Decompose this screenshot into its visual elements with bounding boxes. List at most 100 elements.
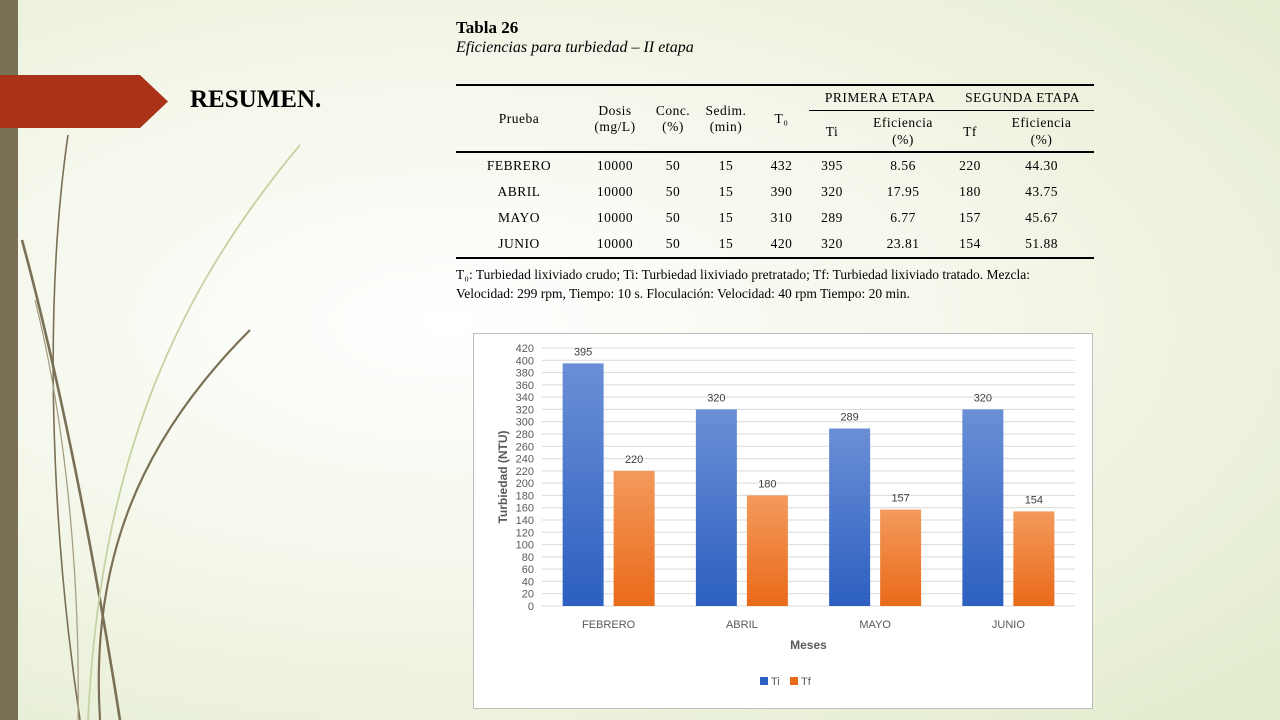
header-eficiencia-1: Eficiencia (%) [855,110,951,153]
y-tick-label: 380 [516,368,534,380]
table-title: Tabla 26 [456,18,519,37]
header-primera-etapa: PRIMERA ETAPA [809,84,951,111]
y-tick-label: 260 [516,441,534,453]
data-label: 220 [625,454,643,466]
table-cell: JUNIO [456,231,582,259]
bar-tf [1013,511,1055,606]
y-tick-label: 320 [516,404,534,416]
header-sedim: Sedim. (min) [698,84,754,153]
table-cell: 50 [648,231,698,259]
y-tick-label: 40 [522,576,534,588]
data-label: 320 [974,392,992,404]
header-eficiencia-2-line1: Eficiencia [1011,115,1072,130]
table-cell: 50 [665,210,681,225]
y-tick-label: 400 [516,355,534,367]
table-cell: 45.67 [1025,210,1058,225]
legend-swatch-ti [760,677,768,685]
table-cell: 10000 [582,231,648,259]
header-tf: Tf [951,110,989,153]
x-tick-label: JUNIO [992,619,1025,631]
slide-heading: RESUMEN. [190,86,322,113]
header-eficiencia-2: Eficiencia (%) [989,110,1094,153]
x-axis-title: Meses [790,638,827,652]
header-dosis-line1: Dosis [598,102,632,118]
y-tick-label: 200 [516,478,534,490]
decorative-lines [20,134,301,720]
header-eficiencia-2-line2: (%) [1030,132,1053,147]
title-arrow-banner [0,75,168,128]
bar-tf [880,509,922,606]
bar-tf [613,470,655,606]
data-label: 157 [891,493,909,505]
table-cell: 154 [951,231,989,259]
x-tick-label: ABRIL [726,619,758,631]
table-cell: 390 [770,184,793,199]
header-conc: Conc. (%) [648,84,698,153]
y-tick-label: 20 [522,589,534,601]
data-label: 320 [707,392,725,404]
table-cell: 10000 [596,210,634,225]
y-tick-label: 80 [522,552,534,564]
table-cell: 180 [959,184,981,199]
table-cell: 43.75 [1025,184,1058,199]
y-tick-label: 220 [516,466,534,478]
table-cell: 8.56 [890,158,916,173]
table-subtitle: Eficiencias para turbiedad – II etapa [456,39,694,56]
y-tick-label: 420 [516,343,534,355]
table-cell: 395 [821,158,843,173]
bar-ti [695,409,737,606]
data-label: 180 [758,478,776,490]
table-cell: 310 [770,210,793,225]
table-cell: FEBRERO [486,158,552,173]
y-tick-label: 340 [516,392,534,404]
table-cell: 320 [821,184,843,199]
table-cell: 10000 [596,184,634,199]
table-row: ABRIL 10000 50 15 390 320 17.95 180 43.75 [456,179,1094,205]
y-tick-label: 240 [516,454,534,466]
bar-ti [962,409,1004,606]
table-cell: 50 [665,158,681,173]
table-cell: 51.88 [989,231,1094,259]
header-ti: Ti [809,110,855,153]
y-tick-label: 180 [516,490,534,502]
header-conc-line2: (%) [662,118,684,134]
table-cell: 15 [718,158,734,173]
table-note-line: Velocidad: 299 rpm, Tiempo: 10 s. Flocul… [456,286,910,301]
header-eficiencia-1-line1: Eficiencia [873,115,933,130]
table-body: FEBRERO 10000 50 15 432 395 8.56 220 44.30 ABRIL 1… [456,152,1094,259]
header-t0: T₀ [754,84,809,153]
header-eficiencia-1-line2: (%) [892,132,914,147]
header-dosis-line2: (mg/L) [594,118,636,134]
header-sedim-line2: (min) [709,118,743,134]
y-tick-label: 280 [516,429,534,441]
efficiency-table: Prueba Dosis (mg/L) Conc. (%) Sedim. (min) … [456,84,1094,259]
y-tick-label: 300 [516,417,534,429]
table-cell: 15 [718,184,734,199]
y-axis-title: Turbiedad (NTU) [496,430,510,523]
table-note-line: T₀: Turbiedad lixiviado crudo; Ti: Turbi… [456,267,1031,282]
data-label: 395 [574,346,592,358]
table-cell: 15 [698,231,754,259]
table-cell: 50 [665,184,681,199]
table-cell: 320 [809,231,855,259]
y-tick-label: 360 [516,380,534,392]
table-cell: 157 [959,210,981,225]
legend-label: Ti [771,676,780,688]
header-prueba: Prueba [456,84,582,153]
legend-label: Tf [801,676,812,688]
bar-tf [746,495,788,606]
table-cell: 289 [821,210,843,225]
table-cell: 17.95 [886,184,920,199]
table-cell: MAYO [497,210,540,225]
data-label: 289 [840,411,858,423]
table-cell: 15 [718,210,734,225]
table-cell: 44.30 [1025,158,1058,173]
table-cell: 432 [770,158,793,173]
table-row: FEBRERO 10000 50 15 432 395 8.56 220 44.30 [456,152,1094,179]
x-tick-label: FEBRERO [582,619,636,631]
y-tick-label: 160 [516,503,534,515]
table-cell: 10000 [596,158,634,173]
x-tick-label: MAYO [859,619,891,631]
header-sedim-line1: Sedim. [705,102,747,118]
turbidity-chart: 0 20 40 60 80 100 120 140 160 180 200 220 240 260 280 3… [473,333,1093,709]
